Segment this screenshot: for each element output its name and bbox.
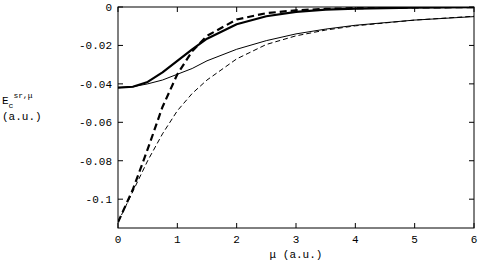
y-tick bbox=[118, 45, 123, 46]
x-tick bbox=[177, 223, 178, 228]
x-tick bbox=[355, 223, 356, 228]
x-tick bbox=[118, 223, 119, 228]
y-tick bbox=[118, 199, 123, 200]
y-label-superscript: sr,μ bbox=[13, 91, 32, 100]
series-line bbox=[118, 7, 474, 222]
y-tick-right bbox=[469, 160, 474, 161]
x-tick-label: 4 bbox=[352, 234, 359, 246]
y-tick bbox=[118, 7, 123, 8]
y-tick-label: -0.04 bbox=[79, 79, 112, 91]
y-tick bbox=[118, 160, 123, 161]
y-axis-label: Ecsr,μ bbox=[2, 91, 33, 110]
x-tick-label: 3 bbox=[293, 234, 300, 246]
x-tick-top bbox=[177, 7, 178, 12]
chart-container: 0 1 2 3 4 5 6 0 -0.02 -0.04 -0.06 -0.08 -0.1 μ (a.u.)… bbox=[0, 0, 480, 262]
chart: 0 1 2 3 4 5 6 0 -0.02 -0.04 -0.06 -0.08 -0.1 μ (a.u.)… bbox=[0, 0, 480, 262]
y-tick-label: -0.08 bbox=[79, 156, 112, 168]
y-tick-right bbox=[469, 199, 474, 200]
x-tick bbox=[474, 223, 475, 228]
x-tick bbox=[236, 223, 237, 228]
x-tick-label: 0 bbox=[115, 234, 122, 246]
y-tick-right bbox=[469, 122, 474, 123]
x-tick-label: 5 bbox=[411, 234, 418, 246]
y-axis-unit: (a.u.) bbox=[2, 111, 42, 123]
series-line bbox=[118, 16, 474, 222]
x-tick-top bbox=[118, 7, 119, 12]
y-tick bbox=[118, 83, 123, 84]
x-tick-label: 2 bbox=[233, 234, 240, 246]
x-tick-label: 1 bbox=[174, 234, 181, 246]
x-tick-top bbox=[236, 7, 237, 12]
series-group bbox=[118, 7, 474, 222]
y-label-subscript: c bbox=[9, 101, 14, 110]
y-tick-label: -0.1 bbox=[86, 194, 113, 206]
x-tick bbox=[296, 223, 297, 228]
x-axis-label: μ (a.u.) bbox=[270, 249, 323, 261]
y-tick-label: -0.06 bbox=[79, 117, 112, 129]
y-tick-right bbox=[469, 83, 474, 84]
x-tick-label: 6 bbox=[471, 234, 478, 246]
x-tick bbox=[414, 223, 415, 228]
y-tick-label: -0.02 bbox=[79, 40, 112, 52]
y-tick-right bbox=[469, 45, 474, 46]
y-tick bbox=[118, 122, 123, 123]
series-line bbox=[118, 17, 474, 88]
plot-frame bbox=[118, 7, 474, 228]
y-tick-label: 0 bbox=[105, 2, 112, 14]
